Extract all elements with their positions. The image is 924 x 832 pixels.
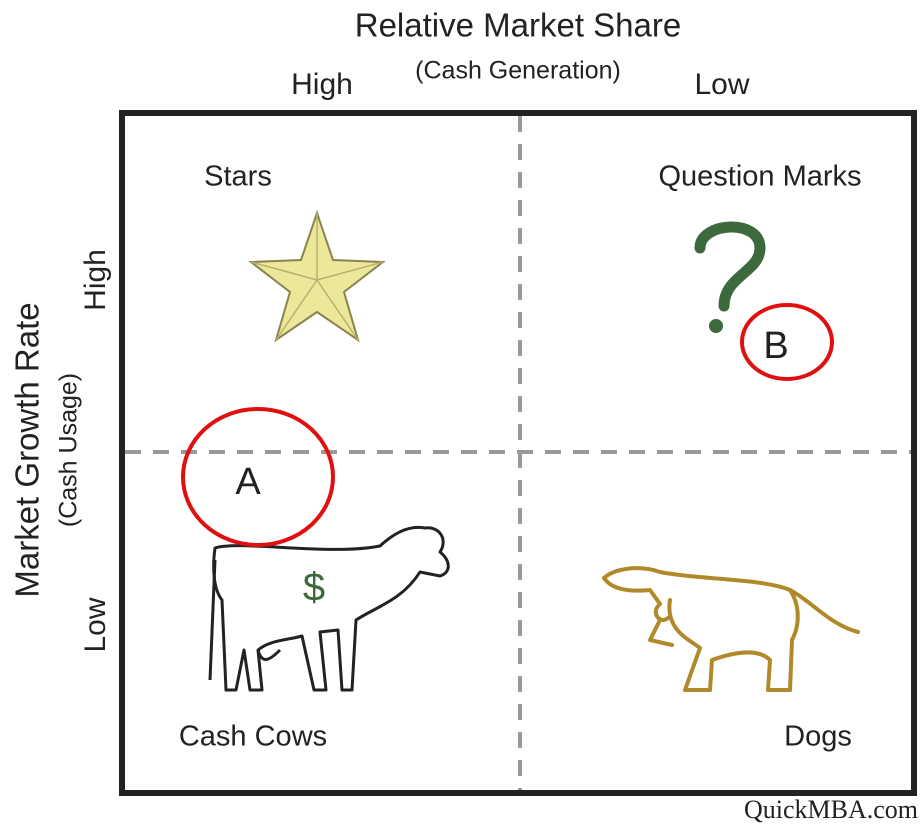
- y-axis-low: Low: [79, 597, 112, 652]
- y-axis-subtitle: (Cash Usage): [55, 373, 83, 527]
- x-axis-high: High: [291, 68, 353, 101]
- y-axis-title: Market Growth Rate: [9, 302, 46, 597]
- annotation-label: B: [763, 325, 788, 367]
- credit: QuickMBA.com: [744, 795, 918, 824]
- quadrant-label: Stars: [204, 161, 272, 193]
- annotation-label: A: [235, 461, 261, 503]
- x-axis-subtitle: (Cash Generation): [415, 57, 621, 85]
- question-icon-dot: [709, 319, 723, 333]
- quadrant-label: Question Marks: [658, 161, 861, 193]
- y-axis-high: High: [79, 249, 112, 311]
- background: [0, 0, 924, 832]
- bcg-matrix: Relative Market Share (Cash Generation) …: [0, 0, 924, 832]
- quadrant-label: Dogs: [784, 721, 852, 753]
- x-axis-title: Relative Market Share: [355, 7, 681, 44]
- quadrant-label: Cash Cows: [179, 721, 327, 753]
- x-axis-low: Low: [694, 68, 749, 101]
- cow-symbol: $: [303, 566, 325, 610]
